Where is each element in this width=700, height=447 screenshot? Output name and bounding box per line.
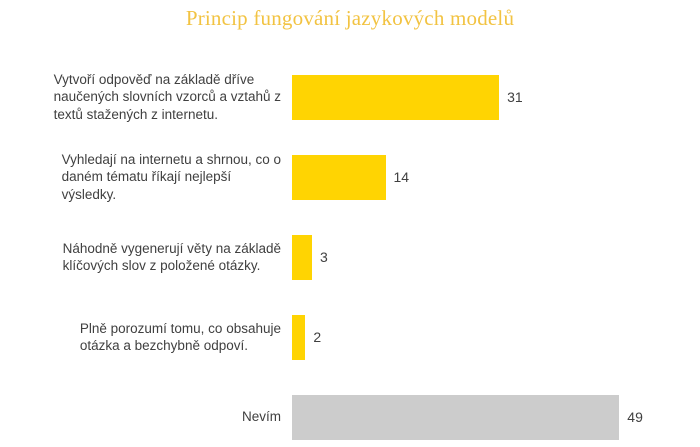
bar-area: 3 — [292, 234, 328, 280]
value-label: 49 — [627, 409, 643, 425]
bar-row: Plně porozumí tomu, co obsahuje otázka a… — [0, 297, 700, 377]
bar-row: Vytvoří odpověď na základě dříve naučený… — [0, 57, 700, 137]
value-label: 3 — [320, 249, 328, 265]
bar-row: Nevím 49 — [0, 377, 700, 447]
bar — [292, 394, 620, 440]
bar-row: Vyhledají na internetu a shrnou, co o da… — [0, 137, 700, 217]
category-label-text: Vyhledají na internetu a shrnou, co o da… — [61, 151, 281, 202]
category-label-text: Náhodně vygenerují věty na základě klíčo… — [62, 240, 281, 274]
category-label: Vyhledají na internetu a shrnou, co o da… — [0, 151, 281, 204]
category-label: Vytvoří odpověď na základě dříve naučený… — [0, 71, 281, 124]
category-label-text: Vytvoří odpověď na základě dříve naučený… — [53, 71, 281, 122]
value-label: 14 — [393, 169, 410, 185]
bar-area: 49 — [292, 394, 643, 440]
bar — [292, 154, 386, 200]
bar — [292, 314, 306, 360]
bar-area: 31 — [292, 74, 523, 120]
value-label: 31 — [507, 89, 523, 105]
chart-title: Princip fungování jazykových modelů — [185, 6, 515, 30]
category-label-text: Nevím — [241, 409, 281, 425]
category-label: Plně porozumí tomu, co obsahuje otázka a… — [0, 320, 281, 355]
bar — [292, 234, 312, 280]
bar-row: Náhodně vygenerují věty na základě klíčo… — [0, 217, 700, 297]
value-label: 2 — [313, 329, 322, 345]
bar-rows: Vytvoří odpověď na základě dříve naučený… — [0, 57, 700, 447]
bar-area: 14 — [292, 154, 410, 200]
category-label-text: Plně porozumí tomu, co obsahuje otázka a… — [79, 320, 281, 354]
bar — [292, 74, 500, 120]
category-label: Náhodně vygenerují věty na základě klíčo… — [0, 240, 281, 275]
category-label: Nevím — [0, 408, 281, 426]
bar-area: 2 — [292, 314, 322, 360]
